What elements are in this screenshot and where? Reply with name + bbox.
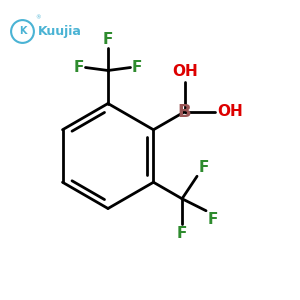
Text: F: F	[199, 160, 209, 175]
Text: F: F	[208, 212, 218, 227]
Text: F: F	[177, 226, 187, 241]
Text: F: F	[103, 32, 113, 46]
Text: ®: ®	[35, 15, 41, 20]
Text: OH: OH	[218, 104, 243, 119]
Text: B: B	[178, 103, 191, 121]
Text: Kuujia: Kuujia	[38, 25, 81, 38]
Text: OH: OH	[172, 64, 197, 79]
Text: F: F	[74, 60, 84, 75]
Text: K: K	[19, 26, 26, 37]
Text: F: F	[132, 60, 142, 75]
